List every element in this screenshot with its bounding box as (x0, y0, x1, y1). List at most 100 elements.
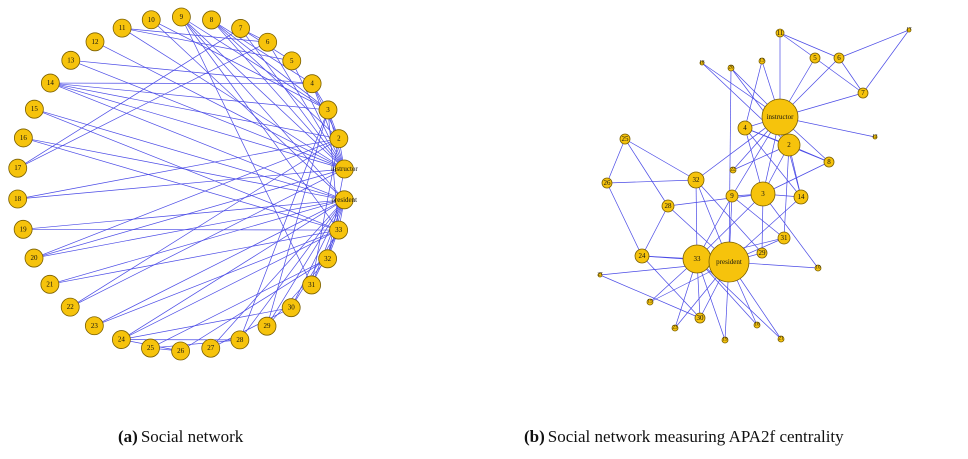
node-label: 2 (787, 141, 791, 149)
edge (731, 195, 785, 239)
node-label: 2 (337, 135, 341, 143)
node-label: 17 (14, 164, 22, 172)
edge (50, 82, 345, 201)
node-label: 18 (14, 195, 22, 203)
edge (696, 258, 758, 326)
node-label: 32 (693, 176, 701, 184)
node (318, 100, 338, 120)
caption-a: (a) Social network (118, 427, 244, 446)
node (171, 7, 191, 27)
edge (291, 60, 345, 170)
node-label: 18 (700, 61, 706, 66)
node-label: 11 (777, 29, 784, 37)
edge (70, 59, 313, 85)
node (40, 274, 60, 294)
edge (121, 307, 292, 340)
edge (70, 59, 345, 170)
edge (49, 199, 345, 285)
edge (838, 29, 910, 59)
node-label: 11 (119, 24, 126, 32)
edge (180, 258, 328, 352)
node-label: 14 (798, 193, 806, 201)
edge (862, 29, 910, 94)
node (775, 28, 785, 38)
node-label: 26 (604, 179, 612, 187)
node (111, 330, 131, 349)
edge (121, 229, 339, 340)
edge (122, 27, 292, 62)
node (13, 219, 33, 239)
node-label: 6 (837, 54, 841, 62)
node (619, 133, 631, 145)
edge (606, 182, 643, 257)
node (777, 133, 801, 157)
edge (17, 41, 268, 169)
edge (311, 199, 345, 286)
node (823, 156, 835, 168)
edge (838, 57, 864, 94)
node (329, 129, 349, 149)
caption-b: (b) Social network measuring APA2f centra… (524, 427, 844, 446)
node (257, 316, 277, 336)
node-label: 14 (47, 79, 55, 87)
node (24, 99, 44, 119)
node (634, 248, 650, 264)
node-label: 19 (723, 338, 729, 343)
edge (641, 205, 669, 257)
edge (33, 138, 339, 259)
node (201, 338, 221, 358)
node (202, 10, 221, 30)
edge (744, 60, 763, 129)
edge (151, 19, 329, 111)
node (334, 159, 354, 179)
node (708, 241, 750, 283)
node-label: 31 (308, 281, 316, 289)
node (141, 338, 160, 358)
node (318, 249, 338, 269)
node (646, 298, 654, 306)
node (793, 189, 809, 205)
node-label: 15 (648, 300, 654, 305)
edge (762, 193, 819, 269)
node (833, 52, 845, 64)
node-label: 4 (310, 80, 314, 88)
node (756, 247, 768, 259)
node (601, 177, 613, 189)
node-label: 12 (91, 38, 99, 46)
node (872, 134, 878, 140)
node (694, 312, 706, 324)
edge (696, 258, 782, 340)
edge (181, 16, 329, 111)
node-label: 24 (118, 336, 126, 344)
edge (211, 19, 329, 111)
node (687, 171, 705, 189)
edge (33, 168, 345, 259)
node-label: 23 (91, 322, 99, 330)
node-label: 16 (20, 134, 28, 142)
node (8, 158, 28, 178)
edge (94, 199, 345, 327)
node-label: 29 (759, 249, 767, 257)
edge (23, 137, 339, 231)
node-label: president (331, 196, 357, 204)
edge (779, 32, 816, 59)
edge (34, 108, 345, 201)
node-label: 22 (731, 168, 737, 173)
edge (50, 82, 329, 111)
node (721, 336, 729, 344)
edge (240, 28, 345, 170)
node-label: 10 (148, 16, 156, 24)
edge (239, 199, 345, 341)
node-label: 8 (210, 16, 214, 24)
node-label: 20 (31, 254, 39, 262)
node-label: 17 (907, 28, 913, 33)
edge (814, 57, 864, 94)
edge (311, 83, 345, 170)
node-label: 13 (760, 59, 766, 64)
edge (744, 127, 802, 198)
node-label: 9 (180, 13, 184, 21)
node (753, 321, 761, 329)
edge (150, 258, 328, 349)
node-label: 20 (729, 66, 735, 71)
